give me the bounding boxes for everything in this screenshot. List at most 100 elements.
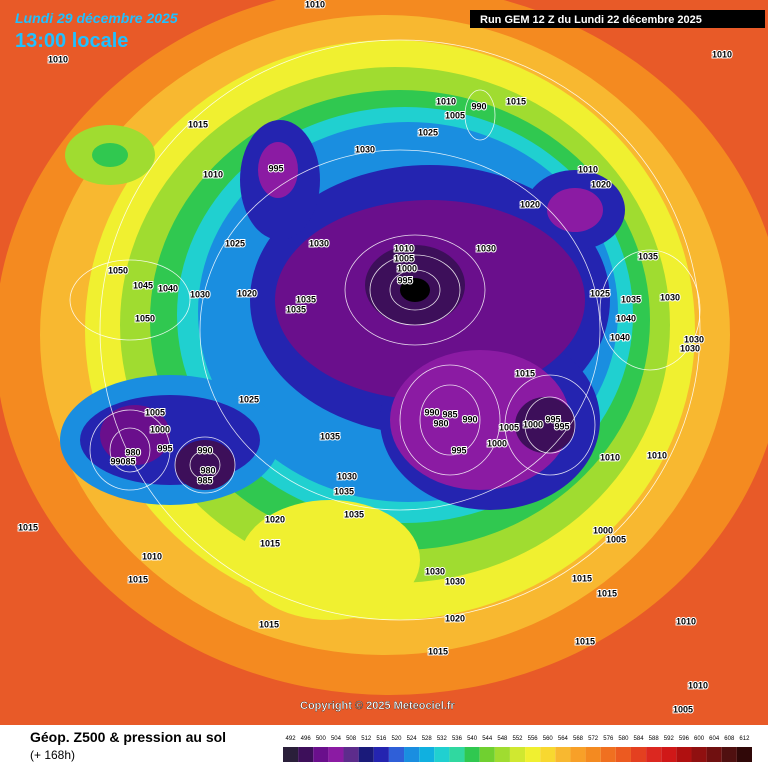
colorbar-label: 504	[331, 736, 342, 742]
colorbar-label: 612	[739, 736, 750, 742]
colorbar-swatch	[313, 747, 329, 762]
isobar-label: 1015	[575, 636, 595, 646]
colorbar-label: 512	[361, 736, 372, 742]
colorbar-swatch	[615, 747, 631, 762]
colorbar-swatch	[691, 747, 707, 762]
isobar-label: 1005	[394, 253, 414, 263]
isobar-label: 1040	[616, 313, 636, 323]
isobar-label: 995	[545, 414, 560, 424]
isobar-label: 1010	[578, 164, 598, 174]
isobar-label: 980	[125, 447, 140, 457]
colorbar-label: 576	[603, 736, 614, 742]
isobar-label: 1035	[344, 509, 364, 519]
isobar-label: 1005	[673, 704, 693, 714]
isobar-label: 990	[197, 445, 212, 455]
colorbar-label: 584	[634, 736, 645, 742]
isobar-label: 1015	[506, 96, 526, 106]
isobar-label: 980	[200, 465, 215, 475]
isobar-label: 1015	[18, 522, 38, 532]
isobar-label: 985	[197, 475, 212, 485]
isobar-label: 1015	[428, 646, 448, 656]
colorbar-label: 528	[422, 736, 433, 742]
isobar-label: 1025	[590, 288, 610, 298]
colorbar-swatch	[736, 747, 752, 762]
isobar-label: 1005	[499, 422, 519, 432]
isobar-label: 1010	[48, 54, 68, 64]
colorbar-label: 540	[467, 736, 478, 742]
isobar-label: 1045	[133, 280, 153, 290]
colorbar-swatch	[388, 747, 405, 762]
isobar-label: 1035	[638, 251, 658, 261]
isobar-label: 1030	[309, 238, 329, 248]
colorbar-label: 516	[376, 736, 387, 742]
isobar-label: 1025	[418, 127, 438, 137]
isobars	[69, 39, 701, 621]
isobar-label: 1015	[259, 619, 279, 629]
isobar-label: 1020	[265, 514, 285, 524]
copyright: Copyright © 2025 Meteociel.fr	[300, 700, 456, 712]
isobar-label: 1005	[445, 110, 465, 120]
colorbar-swatch	[449, 747, 465, 762]
isobar-label: 1040	[610, 332, 630, 342]
colorbar-label: 492	[286, 736, 297, 742]
isobar-label: 995	[268, 163, 283, 173]
colorbar-swatch	[358, 747, 374, 762]
isobar-label: 1010	[394, 243, 414, 253]
isobar-label: 1050	[108, 265, 128, 275]
isobar-label: 1000	[523, 419, 543, 429]
isobar-label: 1000	[487, 438, 507, 448]
isobar-label: 1035	[621, 294, 641, 304]
legend-title: Géop. Z500 & pression au sol	[30, 729, 226, 745]
colorbar-swatch	[479, 747, 495, 762]
colorbar-swatch	[328, 747, 344, 762]
isobar-label: 1010	[712, 49, 732, 59]
map-background	[0, 0, 768, 725]
colorbar-label: 548	[497, 736, 508, 742]
colorbar-label: 544	[482, 736, 493, 742]
forecast-time: 13:00 locale	[15, 30, 128, 52]
isobar-label: 1030	[660, 292, 680, 302]
isobar-label: 1030	[680, 343, 700, 353]
isobar-label: 1020	[445, 613, 465, 623]
colorbar-label: 564	[558, 736, 569, 742]
isobar-label: 1030	[445, 576, 465, 586]
colorbar-swatch	[283, 747, 299, 762]
isobar-label: 1035	[334, 486, 354, 496]
isobar-label: 1015	[188, 119, 208, 129]
isobar-label: 1035	[286, 304, 306, 314]
isobar-label: 995	[397, 275, 412, 285]
isobar-label: 1020	[237, 288, 257, 298]
isobar-label: 985	[120, 456, 135, 466]
isobar-label: 1035	[296, 294, 316, 304]
isobar-label: 995	[451, 445, 466, 455]
isobar-label: 985	[442, 409, 457, 419]
isobar-label: 1020	[520, 199, 540, 209]
isobar-label: 980	[433, 418, 448, 428]
colorbar-swatch	[585, 747, 601, 762]
colorbar-swatch	[661, 747, 677, 762]
isobar-label: 1000	[593, 525, 613, 535]
colorbar-label: 496	[301, 736, 312, 742]
colorbar-swatch	[555, 747, 571, 762]
isobar-label: 1050	[135, 313, 155, 323]
colorbar-label: 592	[664, 736, 675, 742]
isobar-label: 1030	[476, 243, 496, 253]
isobar-label: 1025	[225, 238, 245, 248]
isobar-label: 1010	[203, 169, 223, 179]
isobar-label: 1030	[190, 289, 210, 299]
colorbar-swatch	[464, 747, 480, 762]
isobar-label: 1030	[684, 334, 704, 344]
isobar-label: 1005	[606, 534, 626, 544]
colorbar-swatch	[298, 747, 314, 762]
isobar-label: 1040	[158, 283, 178, 293]
lead-time: (+ 168h)	[30, 748, 75, 762]
isobar-label: 990	[424, 407, 439, 417]
run-info: Run GEM 12 Z du Lundi 22 décembre 2025	[480, 14, 702, 26]
colorbar-swatch	[525, 747, 541, 762]
colorbar-label: 608	[724, 736, 735, 742]
colorbar-label: 600	[694, 736, 705, 742]
isobar-label: 1010	[647, 450, 667, 460]
colorbar-swatch	[404, 747, 420, 762]
colorbar-label: 524	[407, 736, 418, 742]
isobar-label: 1010	[436, 96, 456, 106]
